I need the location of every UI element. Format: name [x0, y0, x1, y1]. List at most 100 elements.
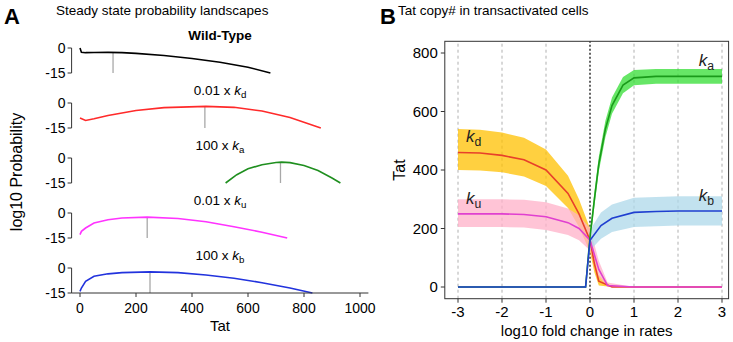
mean-line	[458, 152, 722, 287]
x-label: Tat	[210, 317, 231, 334]
y-tick-label: 0	[58, 205, 66, 221]
probability-curve	[226, 162, 341, 183]
subplot: 100 x kb -15 0 0 200 400 600 800 1000 Tat	[45, 248, 375, 334]
y-tick-label: -15	[45, 65, 65, 81]
mean-line	[147, 217, 148, 238]
x-tick-label: 3	[718, 303, 726, 320]
y-axis	[71, 103, 72, 128]
x-tick-label: 1	[630, 303, 638, 320]
panel-label: B	[380, 4, 396, 29]
x-tick	[192, 293, 193, 297]
subplot: 0.01 x ku -15 0	[45, 193, 287, 246]
y-tick	[68, 183, 72, 184]
y-tick	[68, 238, 72, 239]
y-tick-label: 0	[58, 150, 66, 166]
x-tick-label: -1	[539, 303, 552, 320]
confidence-band	[458, 69, 722, 287]
y-label: Tat	[391, 159, 408, 181]
grid-line	[589, 41, 590, 298]
plot-area	[80, 217, 287, 238]
y-tick	[68, 73, 72, 74]
mean-line	[458, 214, 722, 287]
subplot: Wild-Type -15 0	[45, 28, 270, 81]
probability-curve	[80, 272, 312, 293]
x-axis	[72, 293, 369, 294]
y-tick-label: 0	[58, 260, 66, 276]
x-tick	[136, 293, 137, 297]
x-tick-label: 200	[124, 300, 148, 316]
subplot-title: 100 x kb	[196, 248, 245, 265]
y-tick-label: 400	[413, 161, 438, 178]
y-tick	[441, 111, 445, 112]
y-tick-label: 0	[429, 278, 437, 295]
mean-line	[458, 76, 722, 287]
y-tick-label: 600	[413, 103, 438, 120]
confidence-band	[458, 129, 722, 287]
mean-line	[112, 52, 113, 73]
series-label: kb	[699, 186, 715, 208]
x-tick	[248, 293, 249, 297]
figure: A Steady state probability landscapes log1…	[0, 0, 733, 342]
mean-line	[204, 106, 205, 128]
series-label: ka	[699, 51, 715, 73]
y-tick	[441, 287, 445, 288]
plot-area	[80, 272, 312, 293]
x-tick	[304, 293, 305, 297]
x-tick-label: -2	[495, 303, 508, 320]
subplot: 0.01 x kd -15 0	[45, 83, 320, 136]
y-tick	[68, 48, 72, 49]
subplot-title: 0.01 x ku	[194, 193, 247, 210]
plot-area	[226, 162, 341, 183]
x-tick-label: 2	[674, 303, 682, 320]
x-tick	[360, 293, 361, 297]
y-tick-label: 800	[413, 44, 438, 61]
y-label: log10 Probability	[8, 113, 25, 231]
subplot: 100 x ka-150	[45, 138, 340, 191]
y-tick	[68, 213, 72, 214]
panel-title: Tat copy# in transactivated cells	[398, 3, 589, 18]
y-tick	[68, 268, 72, 269]
y-tick	[441, 228, 445, 229]
y-tick	[68, 128, 72, 129]
probability-curve	[80, 48, 270, 73]
y-tick	[441, 53, 445, 54]
series-label: kd	[466, 127, 482, 149]
plot-frame	[445, 41, 729, 298]
x-tick-label: 1000	[344, 300, 375, 316]
x-tick-label: 400	[180, 300, 204, 316]
y-tick	[68, 293, 72, 294]
y-tick-label: -15	[45, 120, 65, 136]
mean-line	[280, 162, 281, 183]
x-tick-label: 600	[236, 300, 260, 316]
plot-area	[458, 69, 722, 287]
y-tick	[68, 103, 72, 104]
subplot-title: 0.01 x kd	[194, 83, 247, 100]
x-tick-label: 800	[292, 300, 316, 316]
x-tick-label: -3	[451, 303, 464, 320]
probability-curve	[80, 217, 287, 238]
y-tick-label: 0	[58, 40, 66, 56]
x-tick-label: 0	[76, 300, 84, 316]
y-tick	[68, 158, 72, 159]
x-tick	[80, 293, 81, 297]
x-label: log10 fold change in rates	[501, 322, 673, 339]
panel-label: A	[4, 4, 20, 29]
y-tick-label: 0	[58, 95, 66, 111]
mean-line	[458, 211, 722, 287]
probability-curve	[80, 106, 321, 128]
y-axis	[71, 48, 72, 73]
y-tick-label: -15	[45, 230, 65, 246]
series-label: ku	[466, 189, 481, 211]
y-axis	[71, 158, 72, 183]
y-tick	[441, 170, 445, 171]
y-tick-label: 200	[413, 220, 438, 237]
y-tick-label: -15	[45, 285, 65, 301]
plot-area	[80, 48, 270, 73]
plot-area	[80, 106, 321, 128]
panel-title: Steady state probability landscapes	[56, 3, 269, 18]
mean-line	[149, 272, 150, 293]
confidence-band	[458, 196, 722, 287]
subplot-title: Wild-Type	[188, 28, 252, 43]
x-tick-label: 0	[586, 303, 594, 320]
y-tick-label: -15	[45, 175, 65, 191]
